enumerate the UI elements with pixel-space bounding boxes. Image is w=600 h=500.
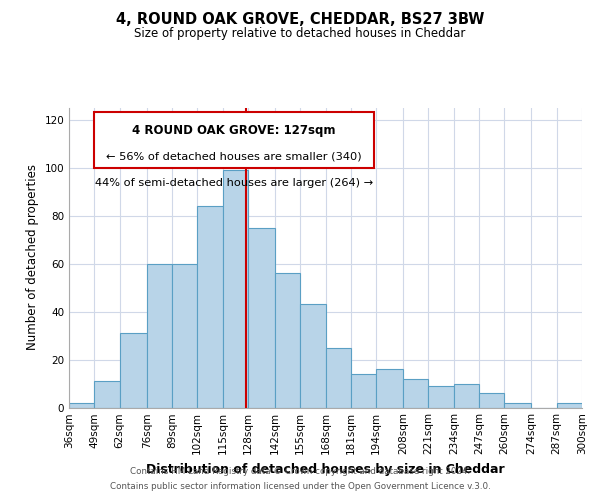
Bar <box>557 402 582 407</box>
Bar <box>454 384 479 407</box>
Text: Size of property relative to detached houses in Cheddar: Size of property relative to detached ho… <box>134 28 466 40</box>
Bar <box>69 402 94 407</box>
Bar <box>479 393 504 407</box>
Bar <box>94 112 374 168</box>
Text: ← 56% of detached houses are smaller (340): ← 56% of detached houses are smaller (34… <box>106 152 362 162</box>
Bar <box>119 333 147 407</box>
Bar <box>248 228 275 408</box>
Text: 4, ROUND OAK GROVE, CHEDDAR, BS27 3BW: 4, ROUND OAK GROVE, CHEDDAR, BS27 3BW <box>116 12 484 28</box>
Bar <box>403 378 428 408</box>
Bar <box>197 206 223 408</box>
Bar <box>275 273 300 407</box>
Text: Contains public sector information licensed under the Open Government Licence v.: Contains public sector information licen… <box>110 482 490 491</box>
Text: 4 ROUND OAK GROVE: 127sqm: 4 ROUND OAK GROVE: 127sqm <box>133 124 336 138</box>
Y-axis label: Number of detached properties: Number of detached properties <box>26 164 39 350</box>
Bar <box>504 402 532 407</box>
Bar <box>223 170 248 408</box>
Bar <box>376 369 403 408</box>
Bar <box>351 374 376 408</box>
Bar <box>172 264 197 408</box>
Bar <box>428 386 454 407</box>
Bar <box>94 381 119 407</box>
Text: Contains HM Land Registry data © Crown copyright and database right 2024.: Contains HM Land Registry data © Crown c… <box>130 467 470 476</box>
Bar <box>326 348 351 408</box>
Text: 44% of semi-detached houses are larger (264) →: 44% of semi-detached houses are larger (… <box>95 178 373 188</box>
Bar <box>147 264 172 408</box>
Bar <box>300 304 326 408</box>
X-axis label: Distribution of detached houses by size in Cheddar: Distribution of detached houses by size … <box>146 463 505 476</box>
